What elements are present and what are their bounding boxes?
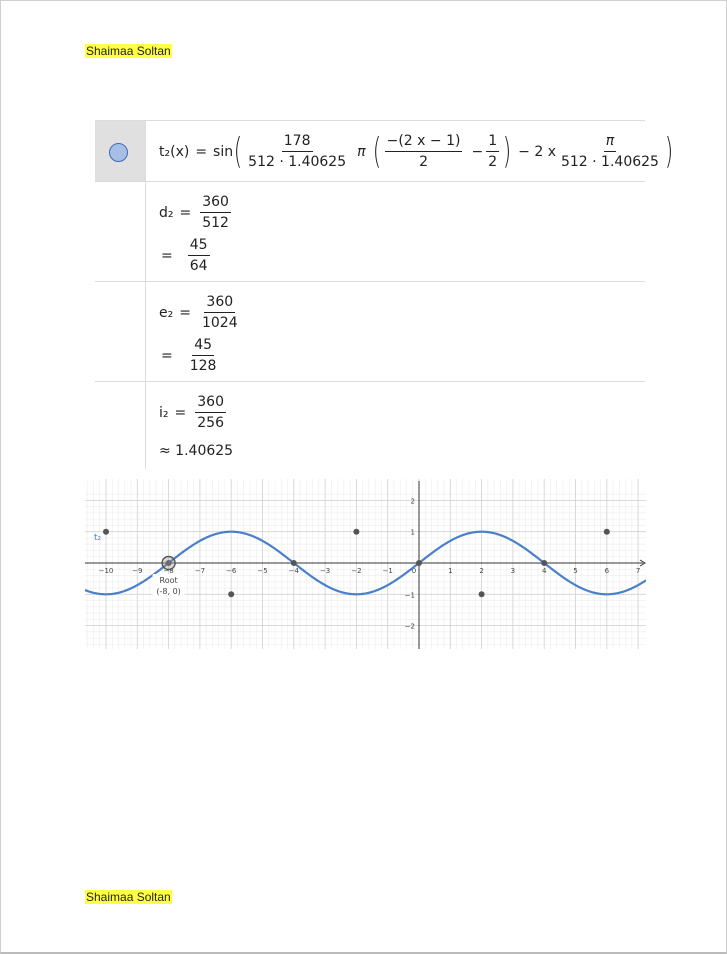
x-tick-label: −9 [132,567,142,575]
pi-symbol: π [357,143,366,160]
row-gutter [95,382,146,469]
x-axis-arrow-icon [639,559,646,567]
y-tick-label: 2 [411,497,415,505]
equals-sign: = [174,404,187,421]
value-fraction: 45 64 [187,237,210,274]
author-name-footer: Shaimaa Soltan [85,890,172,904]
definition-fraction: 360 1024 [201,294,238,331]
function-name: t₂(x) [159,143,190,160]
curve-label: t₂ [94,533,102,543]
root-label-coords: (-8, 0) [156,587,180,596]
data-point[interactable] [290,560,297,566]
definition-fraction: 360 512 [200,194,231,231]
minus-2x: − 2 x [518,143,556,160]
approx-value: ≈ 1.40625 [159,443,234,459]
root-highlight[interactable] [161,555,176,571]
row-content[interactable]: i₂ = 360 256 ≈ 1.40625 [159,382,645,469]
data-point[interactable] [478,591,485,598]
y-tick-label: −1 [405,591,415,599]
author-name-header: Shaimaa Soltan [85,44,172,58]
minus-sign: − [471,143,484,160]
row-content[interactable]: t₂(x) = sin ( 178 512 · 1.40625 π ( −(2 … [159,121,673,182]
variable-name: d₂ [159,204,174,221]
function-graph[interactable]: −10 −9 −8 −7 −6 −5 −4 −3 −2 −1 0 1 2 3 4 5 6 721−1−2t₂Roo… [85,479,646,649]
open-paren-icon: ( [372,130,381,172]
x-tick-label: −10 [99,567,114,575]
x-tick-label: 2 [479,567,483,575]
row-content[interactable]: e₂ = 360 1024 = 45 128 [159,282,645,382]
fraction-inner: −(2 x − 1) 2 [384,133,463,170]
fraction-178: 178 512 · 1.40625 [248,133,347,170]
x-tick-label: −4 [289,567,300,575]
x-tick-label: 5 [573,567,577,575]
fraction-half: 1 2 [486,133,500,170]
algebra-row-i2[interactable]: i₂ = 360 256 ≈ 1.40625 [95,381,645,469]
data-point[interactable] [541,560,548,566]
row-gutter [95,121,146,182]
root-label-bg [152,574,185,598]
y-tick-label: −2 [405,623,415,631]
x-tick-label: −2 [351,567,361,575]
x-tick-label: 0 [412,567,416,575]
equals-sign: = [179,304,191,321]
data-point[interactable] [103,528,109,535]
algebra-row-d2[interactable]: d₂ = 360 512 = 45 64 [95,181,645,282]
value-fraction: 45 128 [189,337,217,374]
x-tick-label: 6 [605,567,610,575]
x-tick-label: −6 [226,567,237,575]
x-tick-label: 1 [448,567,452,575]
data-point[interactable] [603,528,610,535]
definition-fraction: 360 256 [195,394,226,431]
fraction-pi: π 512 · 1.40625 [560,133,659,170]
x-tick-label: 7 [636,567,640,575]
data-point[interactable] [353,528,360,535]
variable-name: i₂ [159,404,169,421]
y-tick-label: 1 [411,529,415,537]
x-tick-label: 4 [542,567,547,575]
algebra-row-e2[interactable]: e₂ = 360 1024 = 45 128 [95,281,645,382]
x-tick-label: −7 [195,567,205,575]
x-tick-label: −1 [383,567,393,575]
visibility-toggle-icon[interactable] [109,143,128,162]
equals-sign: = [179,204,192,221]
root-label-title: Root [160,576,178,585]
data-point[interactable] [228,591,235,598]
sin-label: sin [213,143,234,160]
graphics-view[interactable]: −10 −9 −8 −7 −6 −5 −4 −3 −2 −1 0 1 2 3 4 5 6 7 2 1 −1 −2 t₂ Roo… [85,479,646,649]
x-tick-label: 3 [511,567,515,575]
x-tick-label: −3 [320,567,330,575]
data-point[interactable] [416,560,422,566]
x-tick-label: −8 [163,567,173,575]
row-content[interactable]: d₂ = 360 512 = 45 64 [159,182,645,282]
open-paren-icon: ( [233,130,243,172]
equals-sign: = [161,247,173,264]
close-paren-icon: ) [502,130,512,172]
close-paren-icon: ) [664,130,674,172]
data-point[interactable] [165,560,172,566]
series-line-t2[interactable] [85,530,646,596]
equals-sign: = [161,347,173,364]
equals-sign: = [195,143,208,160]
variable-name: e₂ [159,304,174,321]
x-tick-label: −5 [257,567,267,575]
row-gutter [95,282,146,382]
row-gutter [95,182,146,282]
algebra-row-t2[interactable]: t₂(x) = sin ( 178 512 · 1.40625 π ( −(2 … [95,120,673,182]
algebra-view: t₂(x) = sin ( 178 512 · 1.40625 π ( −(2 … [95,120,673,469]
